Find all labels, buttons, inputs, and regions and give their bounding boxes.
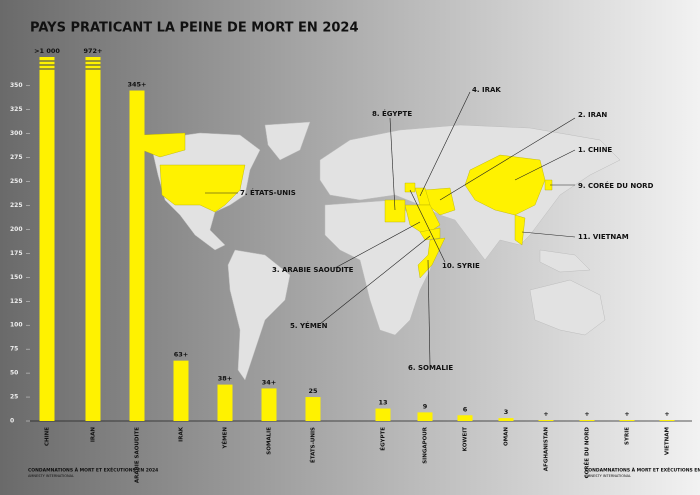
- value-label: 345+: [127, 81, 146, 89]
- y-tick-label: 275: [10, 154, 23, 161]
- x-tick-label: YÉMEN: [221, 427, 229, 450]
- y-tick-label: 300: [10, 130, 23, 137]
- x-tick-label: ARABIE SAOUDITE: [135, 427, 141, 483]
- chart-title: PAYS PRATICANT LA PEINE DE MORT EN 2024: [30, 21, 359, 36]
- value-label: 972+: [83, 47, 102, 55]
- value-label: >1 000: [34, 47, 60, 55]
- bar: [457, 415, 473, 421]
- bar: [85, 57, 101, 421]
- y-tick-label: 325: [10, 106, 23, 113]
- x-tick-label: IRAK: [179, 426, 185, 442]
- annotation: 1. CHINE: [578, 146, 612, 154]
- y-tick-label: 25: [10, 394, 18, 401]
- y-tick-label: 0: [10, 418, 14, 425]
- x-tick-label: IRAN: [91, 427, 97, 443]
- value-label: 9: [423, 402, 428, 410]
- value-label: 34+: [262, 378, 277, 386]
- value-label: 3: [504, 408, 509, 416]
- y-tick-label: 175: [10, 250, 23, 257]
- x-tick-label: VIETNAM: [665, 427, 671, 455]
- footer-text: CONDAMNATIONS À MORT ET EXÉCUTIONS EN 20…: [28, 466, 158, 474]
- y-tick-label: 200: [10, 226, 23, 233]
- y-tick-label: 350: [10, 82, 23, 89]
- x-tick-label: CHINE: [45, 427, 51, 446]
- annotation: 6. SOMALIE: [408, 364, 453, 372]
- footer: CONDAMNATIONS À MORT ET EXÉCUTIONS EN 20…: [28, 466, 700, 479]
- x-tick-label: SOMALIE: [267, 427, 273, 455]
- x-tick-label: ÉTATS-UNIS: [309, 427, 317, 463]
- y-tick-label: 225: [10, 202, 23, 209]
- value-label: +: [664, 410, 669, 418]
- value-label: 13: [378, 399, 387, 407]
- bar: [579, 420, 595, 421]
- annotation: 4. IRAK: [472, 86, 501, 94]
- value-label: 38+: [218, 375, 233, 383]
- bar: [619, 420, 635, 421]
- annotation: 5. YÉMEN: [290, 321, 328, 330]
- y-tick-label: 150: [10, 274, 23, 281]
- annotation: 3. ARABIE SAOUDITE: [272, 266, 354, 274]
- x-tick-label: KOWEIT: [463, 427, 469, 452]
- bar: [129, 90, 145, 422]
- x-tick-label: AFGHANISTAN: [544, 427, 550, 472]
- annotation: 10. SYRIE: [442, 262, 480, 270]
- x-tick-label: ÉGYPTE: [379, 427, 387, 451]
- y-tick-label: 100: [10, 322, 23, 329]
- value-label: 63+: [174, 351, 189, 359]
- bars: [39, 57, 675, 422]
- annotation: 2. IRAN: [578, 111, 607, 119]
- footer-text: CONDAMNATIONS À MORT ET EXÉCUTIONS EN 20…: [585, 466, 700, 474]
- value-label: +: [584, 410, 589, 418]
- y-tick-label: 250: [10, 178, 23, 185]
- value-label: +: [543, 410, 548, 418]
- bar: [39, 57, 55, 421]
- bar: [498, 418, 514, 421]
- annotation: 11. VIETNAM: [578, 233, 629, 241]
- x-tick-label: OMAN: [504, 427, 510, 446]
- leader-lines: [205, 91, 576, 366]
- annotations: 1. CHINE 2. IRAN 3. ARABIE SAOUDITE 4. I…: [240, 86, 654, 372]
- footer-text: AMNESTY INTERNATIONAL: [585, 474, 631, 478]
- bar: [375, 408, 391, 421]
- bar: [538, 420, 554, 421]
- y-tick-label: 75: [10, 346, 18, 353]
- footer-text: AMNESTY INTERNATIONAL: [28, 474, 74, 478]
- y-tick-label: 125: [10, 298, 23, 305]
- world-map: [139, 121, 621, 381]
- x-tick-label: CORÉE DU NORD: [583, 427, 591, 479]
- bar: [261, 388, 277, 421]
- bar: [217, 384, 233, 421]
- annotation: 7. ÉTATS-UNIS: [240, 188, 296, 197]
- value-label: +: [624, 410, 629, 418]
- bar: [173, 360, 189, 421]
- bar: [659, 420, 675, 421]
- value-label: 25: [308, 387, 318, 395]
- bar: [417, 412, 433, 421]
- x-tick-label: SYRIE: [625, 427, 631, 445]
- value-label: 6: [463, 405, 468, 413]
- x-tick-label: SINGAPOUR: [423, 426, 429, 464]
- bar: [305, 397, 321, 421]
- annotation: 8. ÉGYPTE: [372, 109, 412, 118]
- annotation: 9. CORÉE DU NORD: [578, 181, 654, 190]
- y-tick-label: 50: [10, 370, 18, 377]
